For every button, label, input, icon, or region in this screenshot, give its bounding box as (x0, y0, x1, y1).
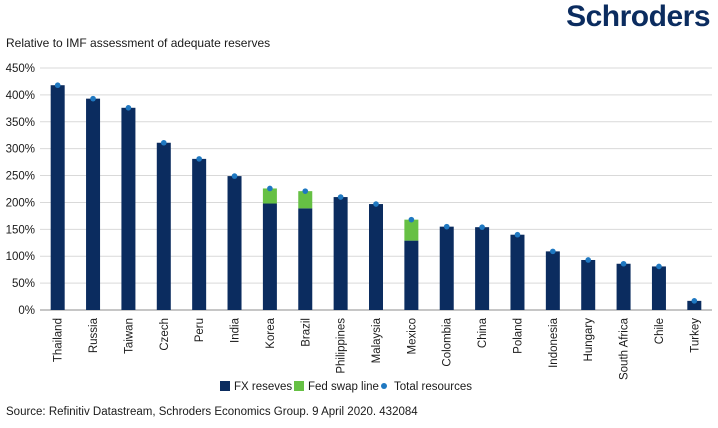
total-resources-dot (160, 139, 167, 146)
x-tick-label: Malaysia (371, 317, 383, 363)
x-tick-label: Taiwan (123, 318, 135, 354)
x-tick-label: South Africa (619, 317, 631, 380)
total-resources-dot (479, 224, 485, 230)
legend-label: Total resources (394, 381, 472, 393)
bars (50, 85, 702, 310)
total-resources-dot (373, 201, 379, 207)
bar-fx-reserves (439, 226, 454, 310)
schroders-logo: Schroders (566, 0, 710, 33)
y-tick-label: 200% (6, 197, 35, 209)
total-resources-dot (443, 223, 450, 230)
legend-swatch (381, 383, 387, 389)
y-tick-label: 450% (6, 63, 35, 75)
bar-fx-reserves (156, 142, 171, 310)
x-tick-label: India (230, 317, 242, 343)
bar-fx-reserves (192, 158, 207, 310)
total-resources-dot (125, 104, 132, 111)
total-resources-dot (337, 194, 344, 200)
source-note: Source: Refinitiv Datastream, Schroders … (6, 406, 418, 418)
legend: FX reseves Fed swap line Total resources (220, 381, 472, 393)
x-tick-label: Indonesia (548, 317, 560, 367)
bar-fx-reserves (121, 107, 136, 310)
total-resources-dot (90, 95, 96, 102)
legend-swatch (294, 381, 304, 391)
total-resources-dot (54, 82, 61, 89)
bar-fx-reserves (227, 176, 242, 310)
total-dots (54, 82, 698, 304)
bar-fed-swap-line (262, 188, 277, 204)
x-axis: Thailand Russia Taiwan Czech Peru India Korea B… (53, 317, 702, 380)
y-tick-label: 50% (12, 278, 35, 290)
bar-fx-reserves (333, 197, 348, 310)
legend-swatch (220, 381, 230, 391)
y-tick-label: 100% (6, 251, 35, 263)
x-tick-label: Philippines (336, 318, 348, 374)
total-resources-dot (267, 185, 273, 192)
legend-label: FX reseves (234, 381, 292, 393)
x-tick-label: Turkey (689, 318, 701, 353)
chart-subtitle: Relative to IMF assessment of adequate r… (6, 36, 271, 50)
total-resources-dot (550, 248, 556, 255)
total-resources-dot (408, 216, 415, 223)
total-resources-dot (585, 257, 592, 263)
y-tick-label: 300% (6, 144, 35, 156)
x-tick-label: China (477, 317, 489, 348)
bar-fx-reserves (616, 263, 631, 310)
y-tick-label: 150% (6, 224, 35, 236)
bar-fx-reserves (50, 85, 65, 310)
bar-fx-reserves (581, 259, 596, 310)
x-tick-label: Colombia (442, 317, 454, 366)
total-resources-dot (656, 263, 662, 270)
x-tick-label: Poland (512, 318, 524, 354)
y-tick-label: 350% (6, 117, 35, 129)
legend-label: Fed swap line (308, 381, 379, 393)
total-resources-dot (196, 156, 202, 162)
x-tick-label: Czech (159, 318, 171, 351)
total-resources-dot (691, 298, 698, 304)
bar-fx-reserves (687, 300, 702, 310)
x-tick-label: Russia (88, 317, 100, 353)
x-tick-label: Thailand (53, 318, 65, 362)
total-resources-dot (231, 173, 238, 179)
total-resources-dot (620, 260, 627, 267)
total-resources-dot (514, 231, 521, 238)
bar-fed-swap-line (404, 219, 419, 241)
y-axis: 0% 50% 100% 150% 200% 250% 300% 350% 400% 450% (6, 63, 35, 317)
bar-fx-reserves (298, 208, 313, 310)
bar-fx-reserves (369, 204, 383, 310)
bar-fx-reserves (545, 251, 560, 310)
x-tick-label: Hungary (583, 318, 595, 362)
bar-fx-reserves (86, 98, 101, 310)
x-tick-label: Peru (194, 318, 206, 342)
y-tick-label: 400% (6, 90, 35, 102)
x-tick-label: Mexico (406, 318, 418, 354)
x-tick-label: Chile (654, 318, 666, 344)
y-tick-label: 250% (6, 171, 35, 183)
bar-fx-reserves (510, 234, 525, 310)
bar-fx-reserves (262, 203, 277, 310)
bar-fx-reserves (651, 266, 666, 310)
total-resources-dot (302, 188, 309, 194)
x-tick-label: Korea (265, 317, 277, 348)
y-tick-label: 0% (18, 305, 35, 317)
bar-fx-reserves (475, 227, 490, 310)
bar-fx-reserves (404, 240, 419, 310)
bar-fed-swap-line (298, 191, 313, 209)
x-tick-label: Brazil (300, 318, 312, 347)
